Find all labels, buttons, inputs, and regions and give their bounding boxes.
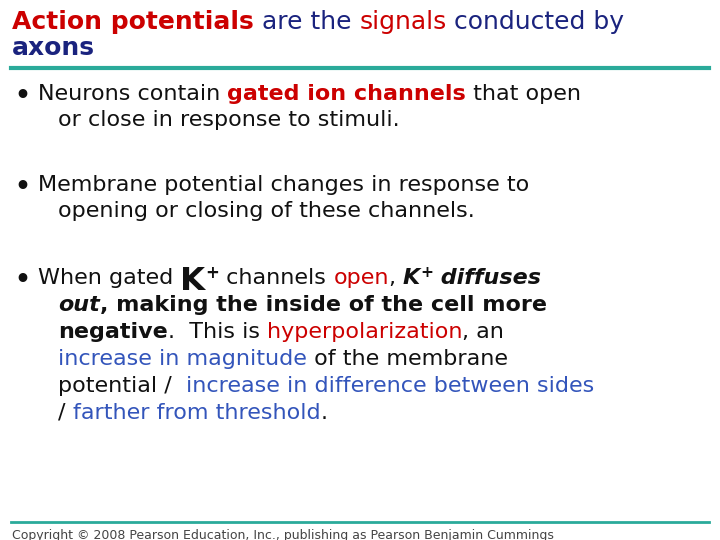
Text: or close in response to stimuli.: or close in response to stimuli. — [58, 110, 400, 130]
Text: hyperpolarization: hyperpolarization — [267, 322, 462, 342]
Text: axons: axons — [12, 36, 95, 60]
Text: Action potentials: Action potentials — [12, 10, 253, 34]
Text: Copyright © 2008 Pearson Education, Inc., publishing as Pearson Benjamin Cumming: Copyright © 2008 Pearson Education, Inc.… — [12, 529, 554, 540]
Text: diffuses: diffuses — [433, 268, 541, 288]
Text: of the membrane: of the membrane — [307, 349, 508, 369]
Text: +: + — [420, 265, 433, 280]
Text: negative: negative — [58, 322, 168, 342]
Text: ,: , — [389, 268, 403, 288]
Text: /: / — [58, 403, 73, 423]
Text: channels: channels — [220, 268, 333, 288]
Text: gated ion channels: gated ion channels — [228, 84, 466, 104]
Text: , an: , an — [462, 322, 504, 342]
Text: •: • — [14, 268, 30, 292]
Text: are the: are the — [253, 10, 359, 34]
Text: K: K — [181, 266, 205, 297]
Text: increase in magnitude: increase in magnitude — [58, 349, 307, 369]
Text: K: K — [403, 268, 420, 288]
Text: increase in difference between sides: increase in difference between sides — [186, 376, 594, 396]
Text: •: • — [14, 175, 30, 199]
Text: that open: that open — [466, 84, 581, 104]
Text: •: • — [14, 84, 30, 108]
Text: out: out — [58, 295, 100, 315]
Text: .: . — [320, 403, 328, 423]
Text: Neurons contain: Neurons contain — [38, 84, 228, 104]
Text: .  This is: . This is — [168, 322, 267, 342]
Text: opening or closing of these channels.: opening or closing of these channels. — [58, 201, 474, 221]
Text: , making the inside of the cell more: , making the inside of the cell more — [100, 295, 546, 315]
Text: +: + — [205, 264, 220, 282]
Text: Membrane potential changes in response to: Membrane potential changes in response t… — [38, 175, 529, 195]
Text: open: open — [333, 268, 389, 288]
Text: farther from threshold: farther from threshold — [73, 403, 320, 423]
Text: signals: signals — [359, 10, 446, 34]
Text: When gated: When gated — [38, 268, 181, 288]
Text: potential /: potential / — [58, 376, 186, 396]
Text: conducted by: conducted by — [446, 10, 624, 34]
